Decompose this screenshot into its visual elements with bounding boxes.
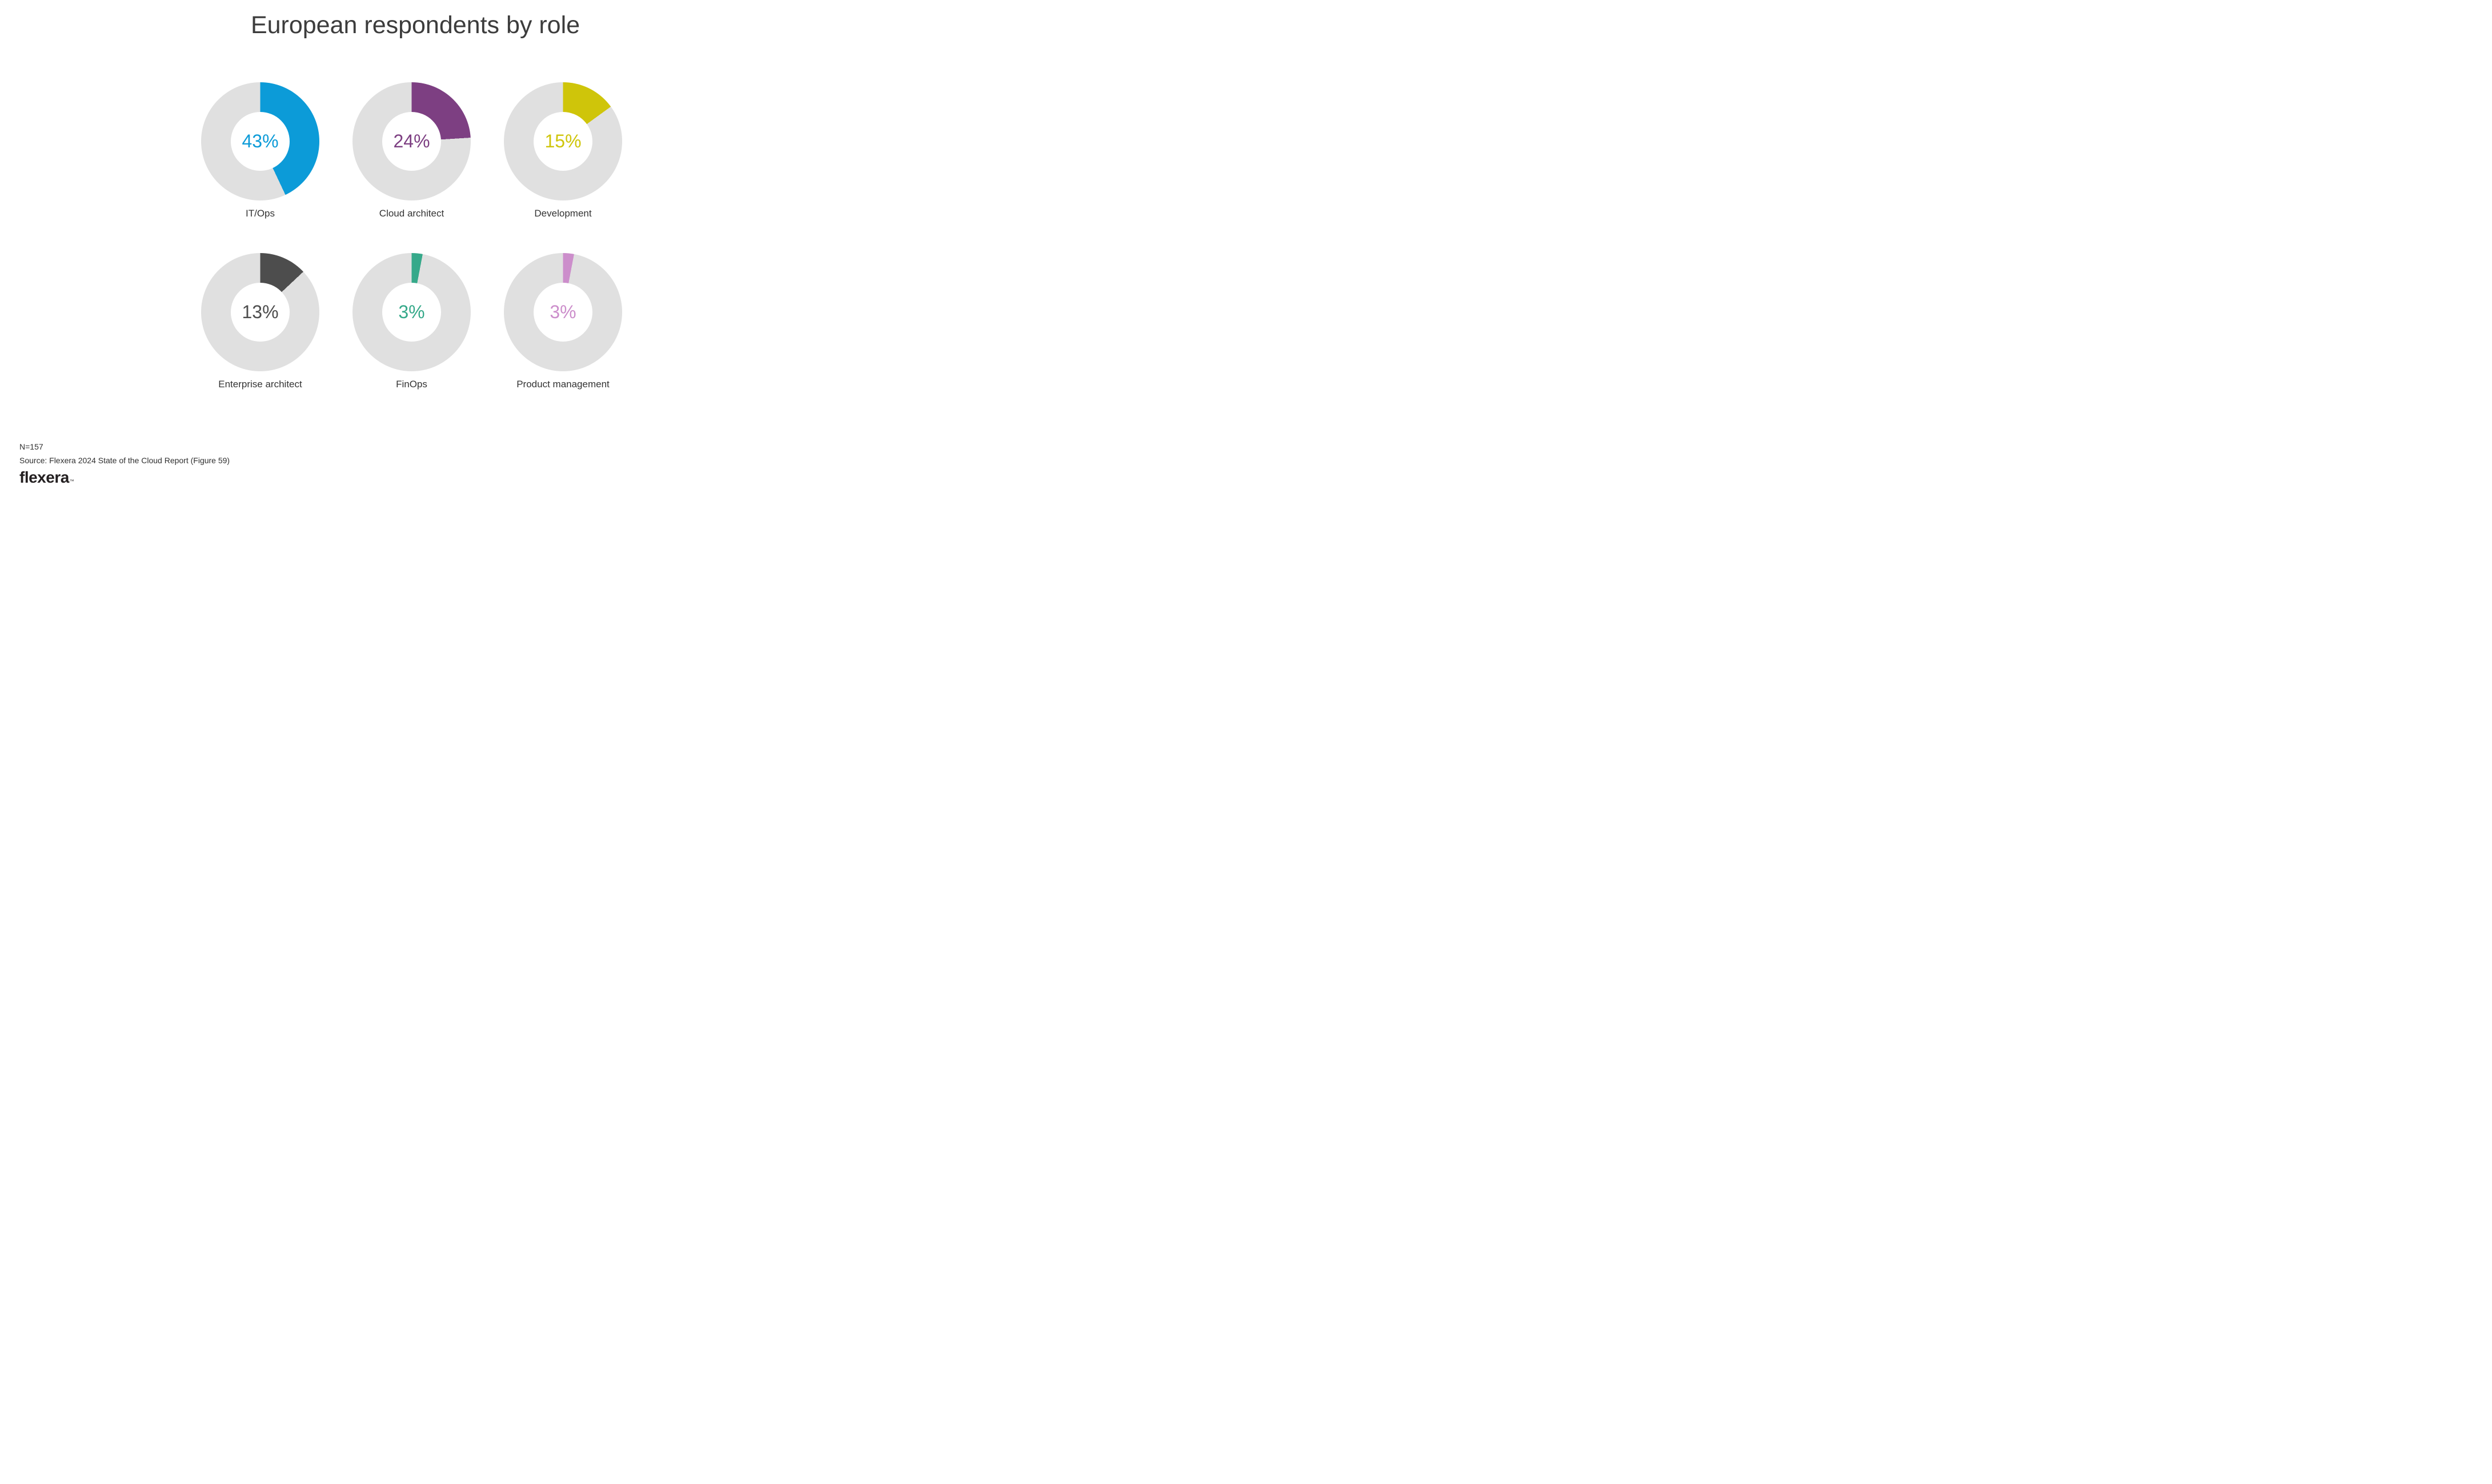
trademark-symbol: ™: [69, 479, 74, 484]
chart-canvas: European respondents by role 43% IT/Ops …: [0, 0, 831, 495]
percentage-label: 3%: [550, 302, 576, 322]
donut-category-label: Product management: [516, 379, 610, 390]
donut-grid: 43% IT/Ops 24% Cloud architect 15% Devel…: [201, 82, 622, 390]
donut-hole: 15%: [534, 112, 592, 171]
donut-hole: 13%: [231, 283, 290, 342]
donut-cell-development: 15% Development: [504, 82, 622, 219]
donut-hole: 3%: [534, 283, 592, 342]
source-note: Source: Flexera 2024 State of the Cloud …: [19, 456, 230, 465]
donut-chart-cloud-architect: 24%: [352, 82, 471, 200]
donut-category-label: Cloud architect: [379, 208, 444, 219]
percentage-label: 24%: [393, 131, 430, 151]
donut-category-label: IT/Ops: [245, 208, 275, 219]
flexera-logo: flexera™: [19, 469, 230, 490]
donut-chart-finops: 3%: [352, 253, 471, 371]
donut-chart-product-management: 3%: [504, 253, 622, 371]
donut-hole: 24%: [382, 112, 441, 171]
percentage-label: 43%: [242, 131, 279, 151]
page-title: European respondents by role: [250, 11, 580, 39]
donut-chart-itops: 43%: [201, 82, 319, 200]
percentage-label: 15%: [544, 131, 582, 151]
donut-hole: 43%: [231, 112, 290, 171]
donut-cell-enterprise-architect: 13% Enterprise architect: [201, 253, 319, 390]
donut-cell-finops: 3% FinOps: [352, 253, 471, 390]
donut-chart-development: 15%: [504, 82, 622, 200]
donut-category-label: FinOps: [396, 379, 427, 390]
percentage-label: 3%: [398, 302, 425, 322]
donut-category-label: Enterprise architect: [218, 379, 302, 390]
donut-chart-enterprise-architect: 13%: [201, 253, 319, 371]
flexera-logo-text: flexera: [19, 468, 69, 486]
donut-cell-product-management: 3% Product management: [504, 253, 622, 390]
donut-cell-itops: 43% IT/Ops: [201, 82, 319, 219]
donut-cell-cloud-architect: 24% Cloud architect: [352, 82, 471, 219]
sample-size-note: N=157: [19, 442, 43, 451]
footer: N=157 Source: Flexera 2024 State of the …: [19, 440, 230, 490]
donut-category-label: Development: [534, 208, 592, 219]
donut-hole: 3%: [382, 283, 441, 342]
percentage-label: 13%: [242, 302, 279, 322]
